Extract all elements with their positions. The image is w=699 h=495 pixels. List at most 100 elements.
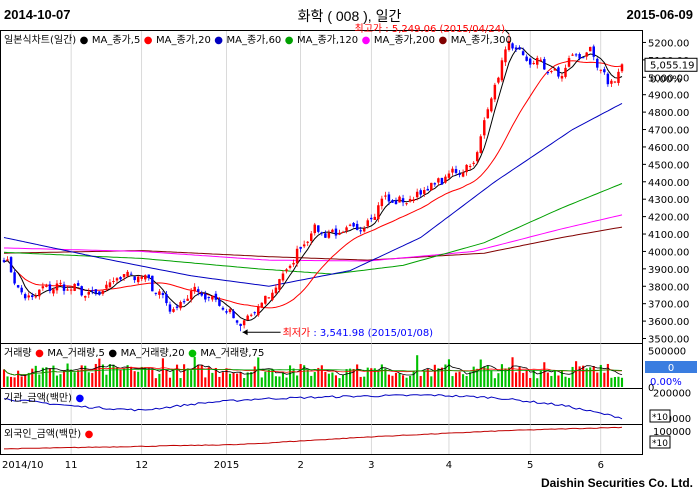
candle-body: [271, 292, 274, 300]
candle-body: [292, 262, 295, 265]
candle-body: [165, 294, 168, 304]
x-axis-label: 2: [297, 460, 303, 471]
volume-tick-label: 0: [648, 383, 654, 394]
candle-body: [34, 296, 38, 298]
candle-body: [264, 295, 267, 304]
candle-body: [249, 314, 253, 316]
candle-body: [617, 71, 620, 83]
candle-body: [437, 178, 440, 183]
candle-body: [528, 58, 532, 65]
candle-body: [66, 289, 69, 291]
institution-panel: [0, 388, 643, 425]
low-annotation-label: 최저가 : 3,541.98 (2015/01/08): [283, 327, 434, 339]
candle-body: [550, 71, 553, 73]
candle-body: [380, 198, 384, 207]
x-axis-label: 3: [368, 460, 374, 471]
candle-body: [207, 297, 211, 299]
price-tick-label: 3500.00: [648, 335, 689, 346]
current-change: 0.00%: [650, 74, 682, 85]
volume-legend-dot: ●: [185, 348, 201, 359]
candle-body: [557, 67, 560, 77]
candle-body: [9, 257, 13, 273]
low-annotation-prefix: 최저가: [283, 327, 311, 339]
candle-body: [80, 286, 83, 296]
candle-body: [193, 286, 196, 292]
price-legend-dot: ●: [140, 35, 156, 46]
volume-bars: [2, 355, 624, 387]
candle-body: [242, 320, 246, 326]
ma20-line: [3, 60, 623, 309]
volume-legend-entry: MA_거래량,20: [121, 347, 185, 359]
candle-body: [511, 43, 514, 49]
candle-body: [147, 274, 151, 279]
candle-body: [387, 194, 391, 202]
candle-body: [161, 292, 165, 295]
value-badges: 5,055.190.00%00.00%*10*10: [644, 57, 698, 449]
candle-body: [465, 164, 468, 173]
candle-body: [433, 183, 437, 185]
candle-body: [246, 315, 249, 321]
candle-body: [235, 320, 239, 323]
institution-tick-label: 100000: [653, 414, 691, 425]
candle-body: [27, 295, 30, 298]
candle-body: [500, 60, 504, 81]
candle-body: [45, 285, 48, 287]
candle-body: [253, 312, 256, 314]
candle-body: [486, 109, 490, 119]
candle-body: [52, 289, 55, 294]
candles: [2, 33, 624, 332]
candle-body: [186, 298, 189, 301]
candle-body: [112, 281, 115, 283]
start-date: 2014-10-07: [4, 7, 71, 22]
candle-body: [518, 47, 521, 50]
candle-body: [200, 293, 203, 296]
candle-body: [521, 51, 525, 56]
candle-body: [91, 290, 94, 292]
candle-body: [309, 233, 313, 241]
price-tick-label: 4700.00: [648, 126, 689, 137]
candle-body: [221, 307, 225, 310]
price-tick-label: 5200.00: [648, 38, 689, 49]
candle-body: [560, 76, 564, 79]
institution-unit: *10: [652, 413, 668, 423]
price-legend-entry: MA_종가,20: [156, 34, 211, 46]
candle-body: [140, 276, 143, 279]
foreign-line: [4, 426, 623, 450]
candle-body: [539, 59, 543, 61]
candle-body: [299, 246, 302, 249]
candle-body: [564, 67, 567, 77]
candle-body: [578, 54, 581, 59]
x-axis-label: 4: [446, 460, 452, 471]
candle-body: [168, 304, 172, 312]
x-axis-label: 12: [135, 460, 148, 471]
price-tick-label: 4900.00: [648, 91, 689, 102]
candle-body: [295, 248, 299, 264]
end-date: 2015-06-09: [626, 7, 694, 22]
candle-body: [204, 293, 207, 300]
institution-legend: 기관_금액(백만) ●: [4, 392, 84, 404]
price-tick-label: 4100.00: [648, 230, 689, 241]
candle-body: [355, 223, 359, 230]
candle-body: [581, 57, 585, 59]
chart-header: 2014-10-07 화학 ( 008 ), 일간 2015-06-09: [0, 0, 699, 30]
candle-body: [158, 291, 161, 295]
price-tick-label: 3700.00: [648, 300, 689, 311]
candle-body: [588, 46, 592, 52]
volume-legend-dot: ●: [105, 348, 121, 359]
price-legend-entry: MA_종가,200: [374, 34, 435, 46]
volume-value: 0: [668, 363, 674, 374]
candle-body: [59, 282, 62, 284]
institution-legend-title: 기관_금액(백만): [4, 392, 72, 404]
candle-body: [334, 228, 338, 236]
price-tick-label: 4800.00: [648, 108, 689, 119]
candle-body: [620, 64, 624, 72]
candle-body: [603, 69, 606, 73]
volume-legend-entry: MA_거래량,75: [200, 347, 264, 359]
candle-body: [2, 260, 6, 262]
volume-legend-title: 거래량: [4, 347, 32, 359]
candle-body: [504, 49, 507, 63]
candle-body: [83, 296, 87, 298]
candle-body: [16, 285, 20, 288]
annotations: 최고가 : 5,249.06 (2015/04/24) 최저가 : 3,541.9…: [242, 23, 510, 339]
